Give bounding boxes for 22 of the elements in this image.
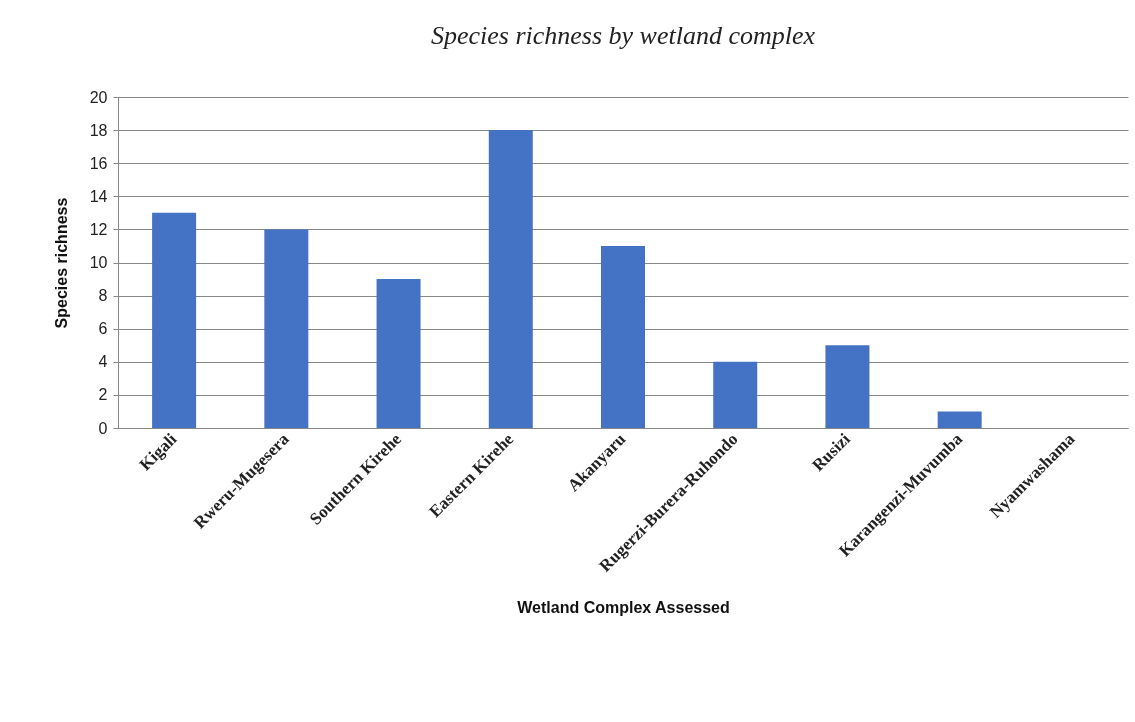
bar bbox=[488, 130, 533, 428]
x-axis-title: Wetland Complex Assessed bbox=[517, 598, 730, 616]
bar bbox=[937, 411, 982, 428]
y-tick-label: 14 bbox=[89, 187, 108, 205]
y-tick-label: 20 bbox=[89, 88, 108, 106]
bar bbox=[825, 345, 870, 428]
y-tick-label: 4 bbox=[98, 353, 108, 371]
y-axis-title: Species richness bbox=[52, 197, 70, 329]
bar bbox=[264, 229, 309, 428]
y-tick-label: 6 bbox=[98, 320, 108, 338]
y-tick-label: 12 bbox=[89, 220, 108, 238]
bar bbox=[152, 212, 197, 428]
y-tick-label: 8 bbox=[98, 287, 108, 305]
y-tick-label: 16 bbox=[89, 154, 108, 172]
y-tick-label: 2 bbox=[98, 386, 108, 404]
bar bbox=[713, 361, 758, 428]
y-tick-label: 0 bbox=[98, 419, 108, 437]
y-tick-label: 18 bbox=[89, 121, 108, 139]
chart-title: Species richness by wetland complex bbox=[430, 21, 816, 50]
bar bbox=[601, 245, 645, 428]
bar bbox=[376, 279, 421, 428]
y-tick-label: 10 bbox=[89, 254, 108, 271]
